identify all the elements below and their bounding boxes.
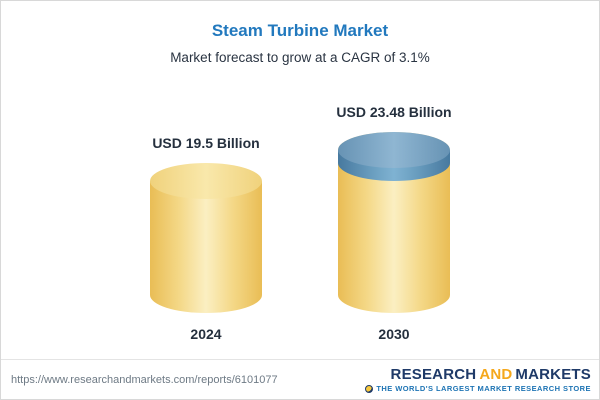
cylinder-2024-body xyxy=(150,181,262,313)
brand-tagline: THE WORLD'S LARGEST MARKET RESEARCH STOR… xyxy=(365,383,591,393)
brand-name: RESEARCH AND MARKETS xyxy=(391,367,591,382)
cylinder-bar-chart: USD 19.5 Billion 2024 USD 23.48 Billion … xyxy=(1,104,599,343)
growth-cap-top xyxy=(338,132,450,168)
value-label-2030: USD 23.48 Billion xyxy=(336,104,452,120)
cylinder-2024 xyxy=(150,163,262,313)
cylinder-2024-top xyxy=(150,163,262,199)
category-label-2030: 2030 xyxy=(378,326,410,342)
brand-name-and: AND xyxy=(479,365,513,383)
report-url-link[interactable]: https://www.researchandmarkets.com/repor… xyxy=(11,373,278,386)
bar-group-2030: USD 23.48 Billion 2030 xyxy=(319,104,469,343)
chart-title: Steam Turbine Market xyxy=(211,21,389,40)
bar-group-2024: USD 19.5 Billion 2024 xyxy=(131,135,281,343)
category-label-2024: 2024 xyxy=(190,326,222,342)
cylinder-2030 xyxy=(338,132,450,313)
chart-subtitle: Market forecast to grow at a CAGR of 3.1… xyxy=(170,50,430,65)
brand-name-markets: MARKETS xyxy=(515,365,591,383)
globe-icon xyxy=(365,384,374,393)
brand-tagline-text: THE WORLD'S LARGEST MARKET RESEARCH STOR… xyxy=(376,383,591,393)
footer: https://www.researchandmarkets.com/repor… xyxy=(1,359,599,399)
brand-logo: RESEARCH AND MARKETS THE WORLD'S LARGEST M… xyxy=(365,367,591,393)
value-label-2024: USD 19.5 Billion xyxy=(152,135,260,151)
growth-cap xyxy=(338,132,450,181)
brand-name-research: RESEARCH xyxy=(390,365,477,383)
